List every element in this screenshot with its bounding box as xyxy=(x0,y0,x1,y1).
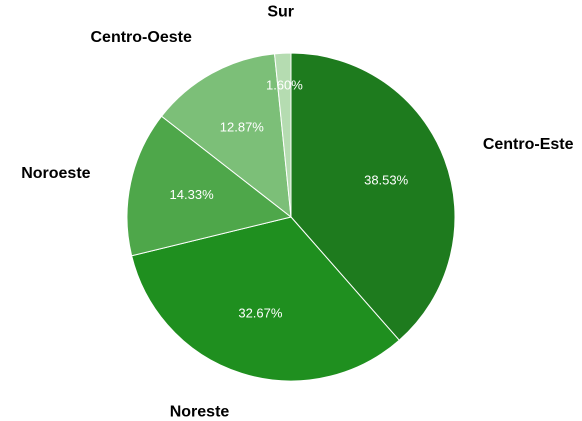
pie-slice xyxy=(131,216,400,382)
pie-slice xyxy=(290,52,456,341)
slice-value-label: 12.87% xyxy=(220,119,265,134)
pie-slice xyxy=(126,115,293,257)
slice-value-label: 38.53% xyxy=(364,173,409,188)
slice-category-label: Centro-Oeste xyxy=(90,29,191,46)
slice-category-label: Noroeste xyxy=(21,165,90,182)
slice-category-label: Noreste xyxy=(170,404,230,421)
slice-category-label: Sur xyxy=(267,3,294,20)
slice-value-label: 14.33% xyxy=(170,187,215,202)
slice-value-label: 1.60% xyxy=(266,77,303,92)
pie-slice xyxy=(273,52,292,218)
pie-slice xyxy=(160,53,292,219)
slice-value-label: 32.67% xyxy=(238,305,283,320)
slice-category-label: Centro-Este xyxy=(483,136,574,153)
